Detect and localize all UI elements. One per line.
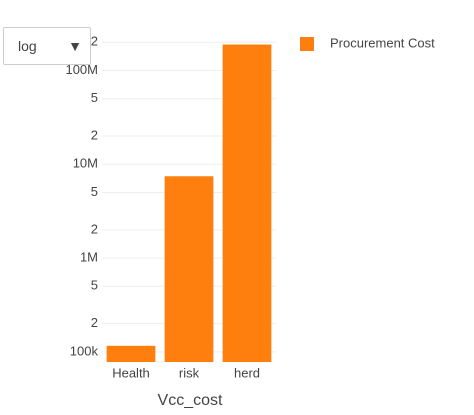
- x-tick-label: herd: [234, 365, 260, 380]
- y-tick-label: 10M: [73, 156, 98, 171]
- y-tick-label: 5: [91, 278, 98, 293]
- legend-swatch: [300, 37, 314, 51]
- legend-label: Procurement Cost: [330, 35, 435, 50]
- dropdown-arrow: ▼: [68, 38, 82, 54]
- y-tick-label: 5: [91, 184, 98, 199]
- y-tick-label: 2: [91, 34, 98, 49]
- bar: [164, 176, 214, 362]
- y-tick-label: 5: [91, 90, 98, 105]
- x-axis-title: Vcc_cost: [158, 392, 223, 409]
- y-tick-label: 2: [91, 127, 98, 142]
- scale-dropdown[interactable]: log ▼: [3, 27, 91, 65]
- y-tick-label: 1M: [80, 250, 98, 265]
- bar: [106, 345, 156, 362]
- x-tick-label: risk: [179, 365, 200, 380]
- y-tick-label: 100k: [70, 343, 99, 358]
- bar: [222, 44, 272, 363]
- y-tick-label: 2: [91, 315, 98, 330]
- dropdown-value: log: [18, 38, 37, 54]
- y-tick-label: 100M: [65, 62, 98, 77]
- y-tick-label: 2: [91, 221, 98, 236]
- x-tick-label: Health: [112, 365, 150, 380]
